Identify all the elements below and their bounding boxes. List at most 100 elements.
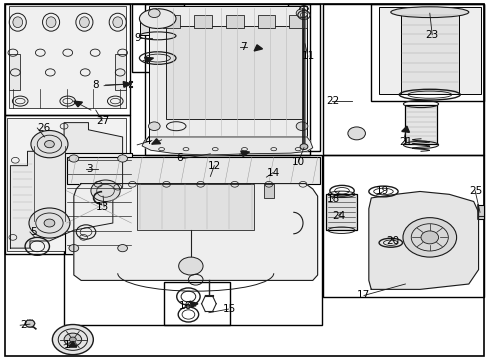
Bar	[400, 12, 458, 94]
Text: 8: 8	[92, 80, 99, 90]
Text: 6: 6	[176, 153, 183, 163]
Text: 2: 2	[20, 320, 27, 330]
Text: 16: 16	[178, 301, 191, 311]
Bar	[163, 282, 229, 325]
Bar	[322, 155, 484, 297]
Text: 19: 19	[375, 186, 388, 197]
Polygon shape	[401, 126, 408, 132]
Bar	[370, 4, 484, 101]
Circle shape	[69, 337, 76, 342]
Text: 5: 5	[30, 227, 37, 237]
Polygon shape	[144, 57, 153, 63]
Bar	[66, 157, 320, 184]
Circle shape	[91, 180, 120, 202]
Text: 22: 22	[326, 96, 339, 106]
Circle shape	[31, 131, 68, 158]
Bar	[115, 54, 126, 90]
Ellipse shape	[139, 9, 176, 28]
Bar	[83, 155, 98, 209]
Bar	[322, 4, 484, 155]
Polygon shape	[240, 151, 249, 157]
Bar	[289, 15, 306, 28]
Bar	[64, 155, 321, 325]
Bar	[257, 15, 275, 28]
Polygon shape	[69, 341, 77, 347]
Circle shape	[300, 144, 307, 149]
Circle shape	[25, 320, 35, 327]
Text: 4: 4	[144, 136, 151, 145]
Text: 11: 11	[301, 51, 314, 61]
Circle shape	[148, 122, 160, 131]
Polygon shape	[152, 139, 160, 144]
Bar	[9, 6, 126, 108]
Text: 27: 27	[96, 116, 109, 126]
Bar	[7, 118, 126, 251]
Circle shape	[69, 155, 79, 162]
Bar	[162, 15, 180, 28]
Text: 10: 10	[291, 157, 305, 167]
Polygon shape	[10, 123, 122, 248]
Ellipse shape	[46, 17, 56, 28]
Bar	[65, 153, 132, 253]
Circle shape	[148, 9, 160, 18]
Text: 7: 7	[239, 42, 246, 52]
Bar	[132, 4, 183, 72]
Ellipse shape	[13, 17, 22, 28]
Ellipse shape	[113, 17, 122, 28]
Text: 14: 14	[266, 168, 279, 178]
Circle shape	[296, 122, 307, 131]
Polygon shape	[142, 137, 312, 155]
Circle shape	[118, 155, 127, 162]
Circle shape	[347, 127, 365, 140]
Circle shape	[402, 218, 456, 257]
Ellipse shape	[80, 17, 89, 28]
Bar	[4, 116, 130, 253]
Circle shape	[29, 208, 70, 238]
Circle shape	[44, 140, 54, 148]
Bar	[405, 105, 436, 144]
Bar	[194, 15, 211, 28]
Circle shape	[178, 257, 203, 275]
Circle shape	[52, 324, 93, 355]
Bar	[9, 54, 20, 90]
Polygon shape	[254, 45, 262, 51]
Text: 15: 15	[222, 304, 235, 314]
Bar	[378, 7, 480, 94]
Circle shape	[69, 244, 79, 252]
Text: 18: 18	[326, 194, 339, 204]
Bar	[140, 19, 176, 35]
Circle shape	[44, 219, 55, 227]
Bar	[264, 184, 273, 198]
Polygon shape	[189, 301, 198, 307]
Bar	[149, 6, 306, 137]
Text: 1: 1	[64, 340, 71, 350]
Bar	[288, 4, 320, 151]
Ellipse shape	[390, 7, 468, 18]
Text: 3: 3	[86, 164, 92, 174]
Text: 24: 24	[331, 211, 345, 221]
Polygon shape	[74, 184, 317, 280]
Bar	[225, 15, 243, 28]
Text: 25: 25	[468, 186, 481, 196]
Circle shape	[296, 9, 307, 18]
Circle shape	[420, 231, 438, 244]
Text: 12: 12	[207, 161, 221, 171]
Text: 20: 20	[385, 236, 398, 246]
Polygon shape	[368, 192, 478, 289]
Bar	[4, 4, 130, 116]
Polygon shape	[74, 101, 82, 107]
Bar	[326, 194, 356, 230]
Text: 13: 13	[96, 202, 109, 212]
Text: 26: 26	[37, 123, 50, 133]
Bar	[166, 26, 303, 119]
Circle shape	[118, 244, 127, 252]
Bar	[477, 205, 484, 220]
Text: 9: 9	[135, 33, 141, 43]
Polygon shape	[123, 82, 131, 87]
Text: 23: 23	[424, 30, 437, 40]
Bar	[137, 184, 254, 230]
Circle shape	[64, 333, 81, 346]
Bar	[144, 4, 310, 155]
Text: 17: 17	[356, 291, 369, 301]
Text: 21: 21	[399, 138, 412, 147]
